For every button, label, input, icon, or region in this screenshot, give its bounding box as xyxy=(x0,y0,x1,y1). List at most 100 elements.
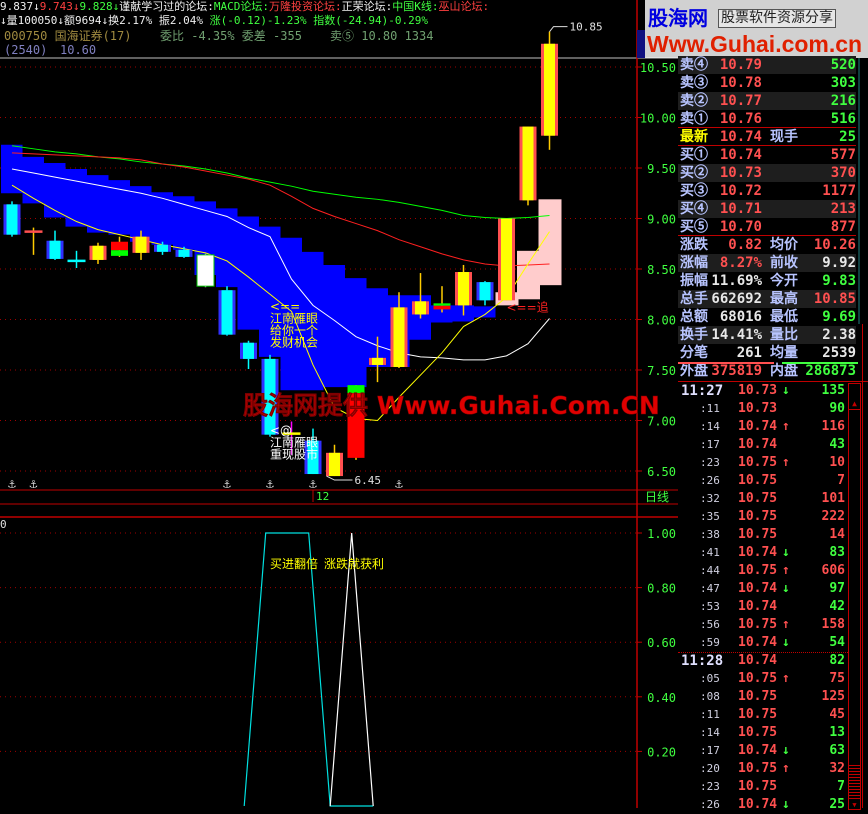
orderbook-price: 10.70 xyxy=(719,219,762,235)
anchor-icon: ⚓ xyxy=(30,477,38,492)
orderbook-price: 375819 xyxy=(711,363,762,379)
candle-body-inner xyxy=(49,240,61,259)
candle xyxy=(476,281,494,306)
candle-body-inner xyxy=(501,218,512,301)
indicator-tick-label: 0.20 xyxy=(647,745,676,759)
trade-row: :17 10.74 ↓ 63 xyxy=(678,742,848,760)
trade-row: :14 10.74 ↑ 116 xyxy=(678,418,848,436)
trade-time: :53 xyxy=(700,600,720,613)
candle-body-inner xyxy=(544,43,555,136)
trade-price: 10.75 xyxy=(738,671,778,686)
candle-body-inner xyxy=(307,440,319,475)
trade-time: :14 xyxy=(700,420,720,433)
orderbook-label2: 最低 xyxy=(770,309,798,325)
orderbook-label: 振幅 xyxy=(680,273,708,289)
quote-panel: 卖④ 10.79 520 卖③ 10.78 303 卖② 10.77 216 卖① 10.76 516… xyxy=(678,56,868,812)
candle xyxy=(3,201,21,237)
orderbook-row: 换手 14.41% 量比 2.38 xyxy=(678,326,856,344)
trade-row: :11 10.75 45 xyxy=(678,706,848,724)
trade-price: 10.75 xyxy=(738,563,778,578)
scroll-thumb[interactable] xyxy=(849,765,860,801)
candle-body-inner xyxy=(92,245,104,260)
orderbook-label: 涨跌 xyxy=(680,237,708,253)
trades-divider xyxy=(678,381,868,382)
low-price-label: 6.45 xyxy=(355,474,382,487)
trade-volume: 135 xyxy=(821,383,845,398)
orderbook-volume: 516 xyxy=(830,111,856,127)
trade-time: :47 xyxy=(700,582,720,595)
indicator-band xyxy=(1,144,496,391)
candle xyxy=(111,236,128,257)
trade-row: :59 10.74 ↓ 54 xyxy=(678,634,848,652)
trade-time: :11 xyxy=(700,402,720,415)
chart-annotation: 发财机会 xyxy=(270,334,318,349)
trade-row: :11 10.73 90 xyxy=(678,400,848,418)
orderbook-row: 买⑤ 10.70 877 xyxy=(678,218,856,236)
orderbook-price: 10.77 xyxy=(719,93,762,109)
candle-body-inner xyxy=(329,452,340,477)
orderbook-price: 10.78 xyxy=(719,75,762,91)
high-label-leader xyxy=(549,26,568,32)
indicator-signal-label: 涨跌就获利 xyxy=(324,556,384,571)
header-segment: MACD论坛: xyxy=(213,0,269,13)
y-tick-label: 9.50 xyxy=(647,162,676,176)
moving-average-line xyxy=(11,152,550,267)
orderbook-row: 振幅 11.69% 今开 9.83 xyxy=(678,272,856,290)
scroll-down-arrow-icon[interactable]: ▼ xyxy=(852,801,857,809)
orderbook-label: 卖② xyxy=(680,93,708,109)
panel-right-edge xyxy=(862,324,863,808)
orderbook-price: 10.76 xyxy=(719,111,762,127)
orderbook-row: 买① 10.74 577 xyxy=(678,146,856,164)
candle xyxy=(412,273,429,319)
trade-price: 10.75 xyxy=(738,527,778,542)
trade-volume: 63 xyxy=(829,743,845,758)
orderbook-label: 买⑤ xyxy=(680,219,708,235)
trade-time: :26 xyxy=(700,798,720,811)
trade-time: :59 xyxy=(700,636,720,649)
arrow-down-icon: ↓ xyxy=(782,545,790,560)
stock-title-text: 000750 国海证券(17) xyxy=(4,29,132,43)
trade-volume: 116 xyxy=(821,419,845,434)
trade-volume: 606 xyxy=(821,563,845,578)
candle-body-inner xyxy=(221,290,233,335)
candle-body-inner xyxy=(6,204,18,235)
trade-volume: 125 xyxy=(821,689,845,704)
orderbook-volume: 2539 xyxy=(822,345,856,361)
orderbook-volume: 303 xyxy=(830,75,856,91)
y-tick-label: 10.50 xyxy=(640,61,676,75)
indicator-tick-label: 0.40 xyxy=(647,691,676,705)
trade-time: :56 xyxy=(700,618,720,631)
arrow-up-icon: ↑ xyxy=(782,671,790,686)
orderbook-label2: 现手 xyxy=(770,129,798,145)
trade-row: :41 10.74 ↓ 83 xyxy=(678,544,848,562)
watermark-text: 股海网提供 Www.Guhai.Com.CN xyxy=(243,391,660,420)
arrow-up-icon: ↑ xyxy=(782,563,790,578)
candle xyxy=(390,292,408,368)
orderbook-label: 买③ xyxy=(680,183,708,199)
candle-body xyxy=(347,393,365,458)
header-segment: ↓量100050↓额9694↓换2.17% 振2.04% xyxy=(0,14,210,27)
orderbook-label: 分笔 xyxy=(680,345,708,361)
trade-row: 11:27 10.73 ↓ 135 xyxy=(678,382,848,400)
candle xyxy=(369,336,386,383)
indicator-tick-label: 1.00 xyxy=(647,527,676,541)
header-segment: 涨(-0.12)-1.23% 指数(-24.94)-0.29% xyxy=(209,14,429,27)
candle xyxy=(89,242,107,264)
orderbook-label: 涨幅 xyxy=(680,255,708,271)
trade-row: :26 10.74 ↓ 25 xyxy=(678,796,848,814)
candle-body-inner xyxy=(415,301,426,315)
candle xyxy=(218,286,236,336)
trades-scrollbar[interactable]: ▲ ▼ xyxy=(848,383,861,810)
trade-price: 10.74 xyxy=(738,743,778,758)
trade-row: :23 10.75 ↑ 10 xyxy=(678,454,848,472)
scroll-up-arrow-icon[interactable]: ▲ xyxy=(849,398,860,410)
trade-price: 10.74 xyxy=(738,419,778,434)
kline-chart[interactable]: 10.50 10.00 9.50 9.00 8.50 8.00 7.50 7.00 6.50 10… xyxy=(0,0,678,808)
candle xyxy=(154,241,171,255)
orderbook-separator xyxy=(678,235,856,236)
orderbook-label: 卖③ xyxy=(680,75,708,91)
trade-price: 10.75 xyxy=(738,779,778,794)
header-segment: 9.743↓ xyxy=(39,0,80,13)
orderbook-row: 涨幅 8.27% 前收 9.92 xyxy=(678,254,856,272)
candle-body-inner xyxy=(479,282,491,301)
